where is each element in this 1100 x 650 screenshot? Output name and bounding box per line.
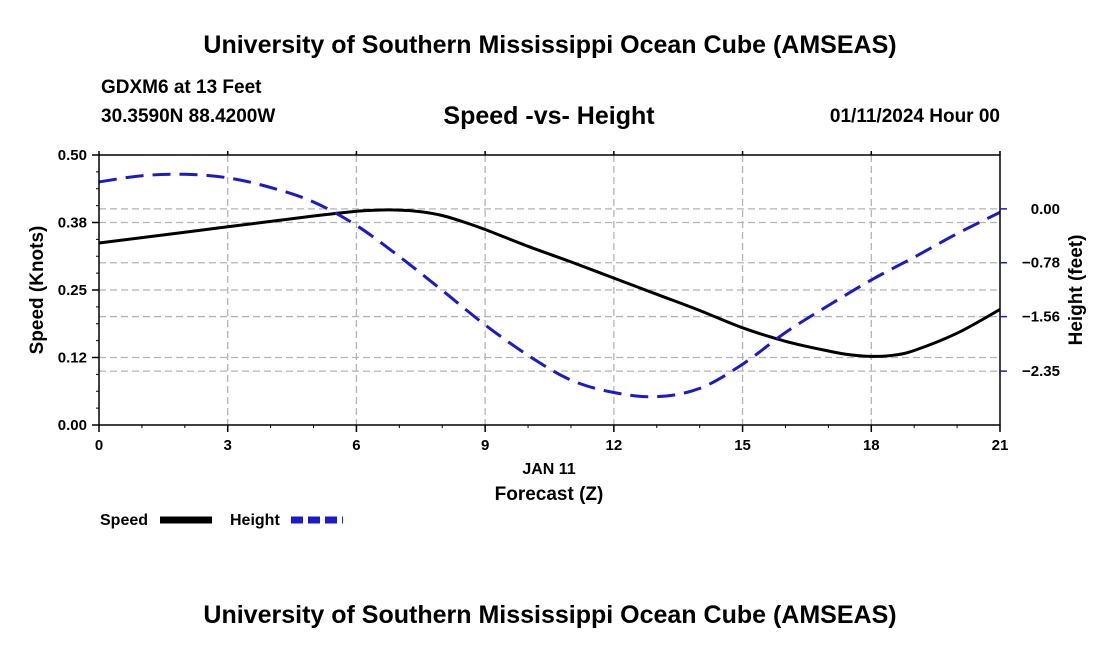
axes-layer: 0 3 6 9 12 15 18 21 0.00 0.12 0.25 0.38 0.50 0.00 −0.7… <box>58 147 1060 454</box>
chart-title: Speed -vs- Height <box>443 102 655 130</box>
coordinates-label: 30.3590N 88.4200W <box>101 106 276 127</box>
x-tick-label: 12 <box>606 437 623 454</box>
x-tick-label: 21 <box>992 437 1009 454</box>
grid-layer <box>99 155 1000 425</box>
series-line-speed <box>98 208 1001 358</box>
station-label: GDXM6 at 13 Feet <box>101 77 262 98</box>
x-tick-label: 6 <box>352 437 360 454</box>
datetime-label: 01/11/2024 Hour 00 <box>829 106 1000 127</box>
x-tick-label: 0 <box>95 437 103 454</box>
y-left-tick-label: 0.25 <box>58 282 87 299</box>
y-axis-right-title: Height (feet) <box>1066 235 1087 346</box>
y-right-tick-label: 0.00 <box>1031 201 1060 218</box>
y-right-tick-label: −0.78 <box>1022 255 1060 272</box>
bottom-title: University of Southern Mississippi Ocean… <box>203 601 897 629</box>
y-left-tick-label: 0.00 <box>58 417 87 434</box>
x-tick-label: 18 <box>863 437 880 454</box>
y-axis-left-title: Speed (Knots) <box>27 226 48 355</box>
y-right-tick-label: −1.56 <box>1022 309 1060 326</box>
y-left-tick-label: 0.50 <box>58 147 87 164</box>
y-right-tick-label: −2.35 <box>1022 363 1060 380</box>
x-tick-label: 9 <box>481 437 489 454</box>
x-axis-title: Forecast (Z) <box>495 484 604 505</box>
y-left-tick-label: 0.38 <box>58 215 87 232</box>
legend-label-height: Height <box>230 512 280 529</box>
x-date-label: JAN 11 <box>522 461 575 478</box>
legend: Speed Height <box>100 512 343 529</box>
x-tick-label: 15 <box>734 437 751 454</box>
top-title: University of Southern Mississippi Ocean… <box>203 31 897 59</box>
legend-label-speed: Speed <box>100 512 148 529</box>
series-layer <box>98 172 1001 399</box>
y-left-tick-label: 0.12 <box>58 350 87 367</box>
series-line-height <box>98 172 1001 399</box>
x-tick-label: 3 <box>224 437 232 454</box>
